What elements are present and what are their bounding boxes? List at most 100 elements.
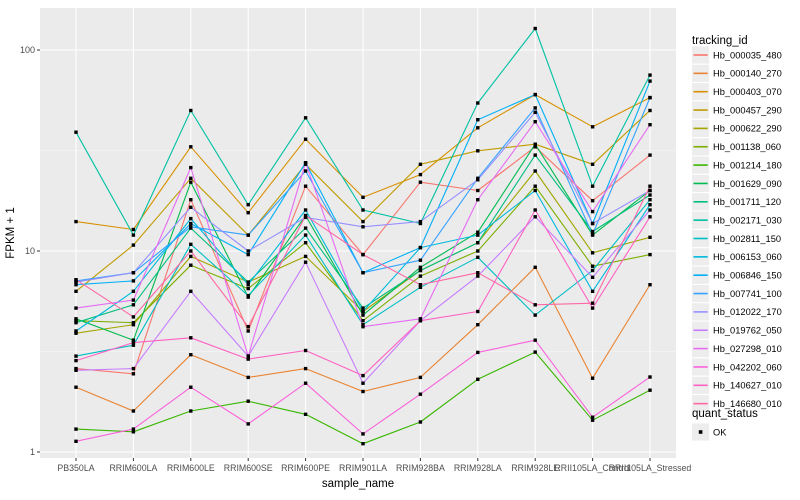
data-point [131,303,136,307]
data-point [590,376,595,380]
legend-item-Hb_001138_060: Hb_001138_060 [692,138,781,156]
data-point [303,233,308,237]
data-point [189,289,193,293]
legend-item-label: Hb_006846_150 [713,271,782,281]
y-tick-label: 10 [25,246,35,256]
data-point [246,357,250,361]
data-point [533,303,537,307]
data-point [648,188,652,193]
data-point [476,271,480,275]
data-point [476,350,480,355]
data-point [476,230,480,234]
legend-item-label: Hb_042202_060 [713,362,782,372]
data-point [246,283,250,287]
data-point [533,26,537,31]
data-point [533,265,537,269]
data-point [476,241,480,245]
data-point [246,422,250,426]
data-point [418,180,423,184]
data-point [74,319,78,323]
quant-legend-title: quant_status [692,408,758,420]
data-point [74,427,78,431]
data-point [303,116,308,120]
legend-item-Hb_000035_480: Hb_000035_480 [692,46,782,64]
data-point [418,375,423,380]
data-point [648,252,652,257]
data-point [590,306,595,310]
data-point [418,219,423,224]
data-point [476,309,480,314]
data-point [418,285,423,289]
data-point [189,242,193,246]
data-point [590,251,595,255]
legend-item-label: Hb_027298_010 [713,344,782,354]
data-point [590,301,595,305]
data-point [74,439,78,443]
data-point [533,110,537,114]
data-point [131,343,136,347]
data-point [476,198,480,202]
legend-item-label: Hb_012022_170 [713,307,782,317]
data-point [303,213,308,218]
data-point [189,263,193,267]
data-point [361,252,365,257]
legend-item-label: Hb_146680_010 [713,399,782,409]
data-point [590,264,595,268]
data-point [476,126,480,130]
legend-item-label: Hb_001629_090 [713,179,782,189]
data-point [590,418,595,422]
data-point [189,254,193,259]
data-point [648,235,652,239]
data-point [303,137,308,141]
data-point [361,271,365,275]
data-point [246,252,250,257]
data-point [74,306,78,310]
data-point [189,216,193,221]
data-point [476,149,480,153]
data-point [418,245,423,250]
data-point [648,123,652,127]
data-point [476,101,480,105]
data-point [361,208,365,212]
data-point [131,427,136,431]
x-tick-label: RRII105LA_Stressed [609,463,692,473]
legend-item-Hb_027298_010: Hb_027298_010 [692,340,782,358]
data-point [361,389,365,394]
data-point [533,184,537,188]
x-tick-label: RRIM928BA [396,463,445,473]
legend-item-label: Hb_000035_480 [713,50,782,60]
data-point [533,120,537,124]
data-point [361,225,365,229]
data-point [131,315,136,319]
data-point [131,271,136,275]
legend-item-Hb_000403_070: Hb_000403_070 [692,83,782,101]
data-point [533,106,537,110]
data-point [476,249,480,253]
data-point [418,274,423,278]
x-tick-label: RRIM600SE [224,463,273,473]
legend-tracking-id: Hb_000035_480 Hb_000140_270 Hb_000403_070 H… [692,46,782,413]
data-point [476,178,480,182]
y-tick-label: 100 [20,45,35,55]
data-point [361,432,365,436]
data-point [476,255,480,259]
data-point [131,338,136,342]
legend-item-Hb_002171_030: Hb_002171_030 [692,211,782,229]
legend-item-label: Hb_019762_050 [713,326,782,336]
data-point [418,392,423,396]
legend-item-label: Hb_000403_070 [713,87,782,97]
data-point [533,153,537,157]
data-point [533,208,537,212]
data-point [418,221,423,226]
data-point [590,289,595,293]
data-point [533,313,537,317]
legend-item-label: Hb_000622_290 [713,124,782,134]
data-point [131,233,136,237]
data-point [189,385,193,389]
data-point [189,165,193,170]
x-axis-title: sample_name [322,478,394,490]
data-point [648,283,652,287]
data-point [189,198,193,202]
x-tick-label: RRIM600LA [109,463,157,473]
data-point [418,172,423,177]
